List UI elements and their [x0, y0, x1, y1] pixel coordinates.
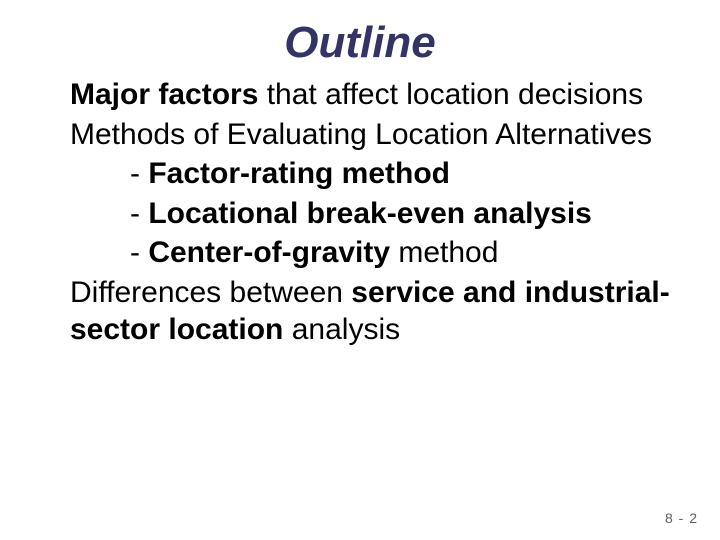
text: - — [130, 197, 148, 230]
slide: Outline Major factors that affect locati… — [0, 0, 720, 540]
text: - — [130, 157, 148, 190]
line-methods: Methods of Evaluating Location Alternati… — [70, 116, 680, 154]
text: analysis — [283, 313, 400, 346]
text-bold: Major factors — [70, 78, 258, 111]
text: Methods of Evaluating Location Alternati… — [70, 118, 652, 151]
text: - — [130, 236, 148, 269]
text-bold: Center-of-gravity — [148, 236, 390, 269]
slide-body: Major factors that affect location decis… — [0, 76, 720, 349]
line-major-factors: Major factors that affect location decis… — [70, 76, 680, 114]
text-bold: Factor-rating method — [148, 157, 450, 190]
slide-number: 8 - 2 — [665, 510, 698, 526]
line-break-even: - Locational break-even analysis — [70, 195, 680, 233]
text: that affect location decisions — [258, 78, 643, 111]
text: method — [390, 236, 498, 269]
text: Differences between — [70, 276, 351, 309]
text-bold: Locational break-even analysis — [148, 197, 592, 230]
line-center-of-gravity: - Center-of-gravity method — [70, 234, 680, 272]
line-factor-rating: - Factor-rating method — [70, 155, 680, 193]
slide-title: Outline — [0, 0, 720, 76]
line-differences: Differences between service and industri… — [70, 274, 680, 349]
